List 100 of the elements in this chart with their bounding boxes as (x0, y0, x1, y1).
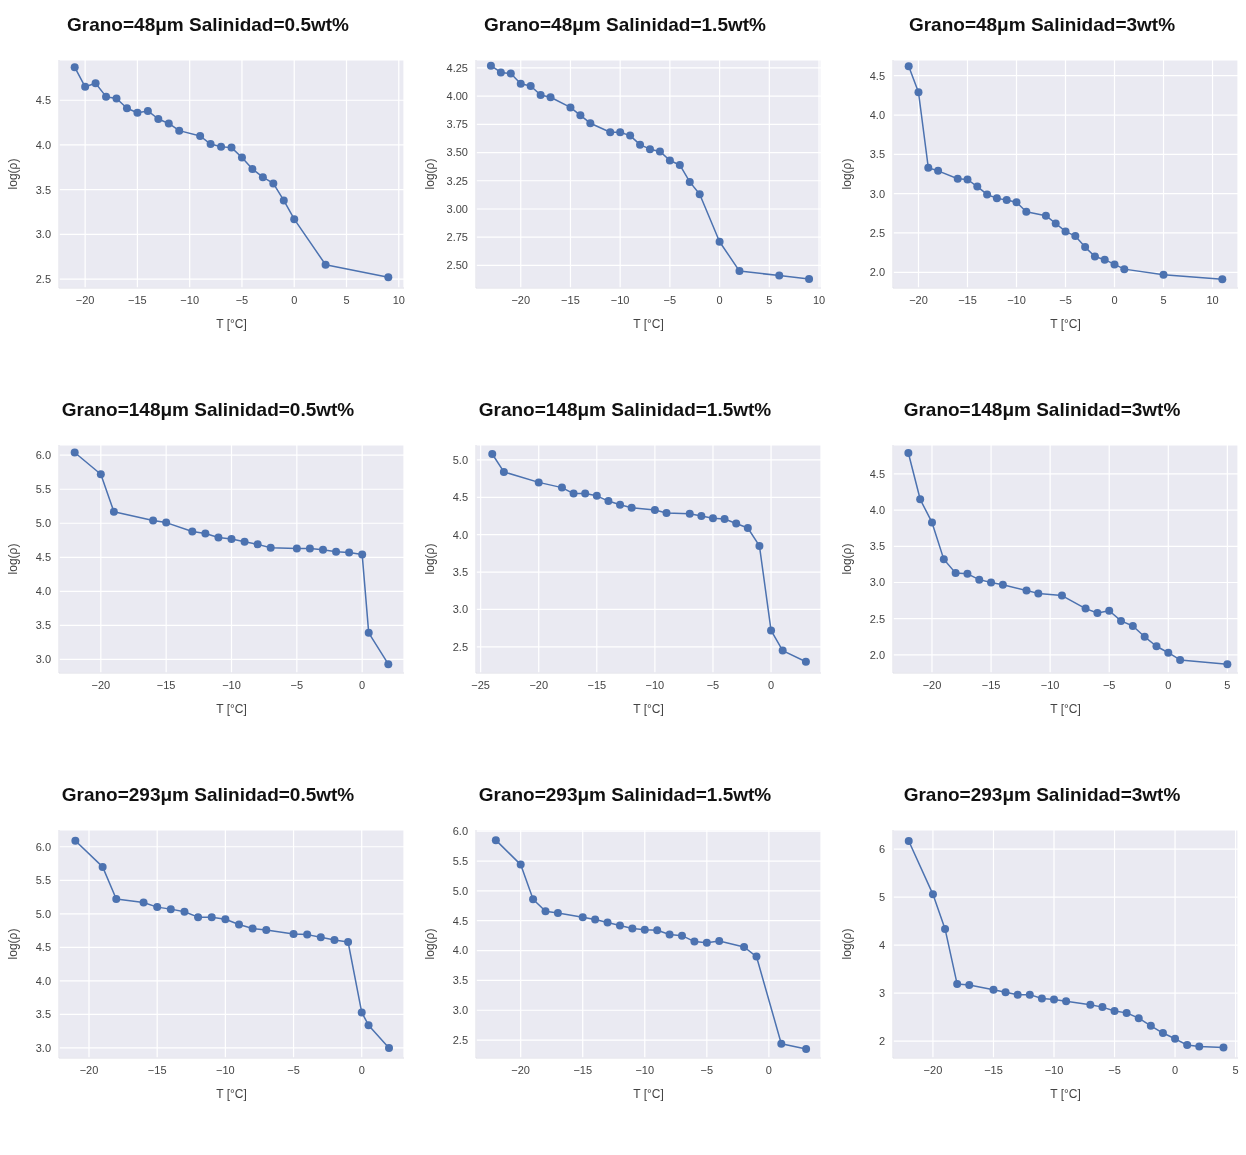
point (1086, 1000, 1095, 1009)
y-tick-label: 3.0 (35, 1041, 51, 1054)
point (526, 81, 535, 90)
point (1050, 995, 1058, 1004)
point (318, 545, 327, 554)
point (963, 569, 972, 578)
x-tick-label: −20 (923, 1063, 943, 1076)
y-tick-label: 3.50 (446, 146, 468, 159)
y-tick-label: 3.0 (452, 1004, 468, 1017)
point (553, 908, 562, 917)
x-axis-title: T [°C] (216, 702, 247, 716)
point (735, 267, 744, 276)
point (1034, 589, 1043, 598)
point (645, 145, 654, 154)
x-tick-label: 0 (291, 293, 298, 306)
point (546, 93, 555, 102)
point (262, 925, 271, 934)
y-tick-label: 4.0 (35, 138, 51, 151)
point (987, 578, 996, 587)
y-axis-title: log(ρ) (423, 928, 438, 960)
x-tick-label: −5 (290, 678, 304, 691)
point (536, 90, 545, 99)
point (1122, 1008, 1131, 1017)
point (604, 497, 613, 506)
y-tick-label: 2.5 (869, 612, 885, 625)
point (914, 88, 923, 97)
point (70, 448, 79, 457)
point (345, 548, 354, 557)
point (685, 177, 694, 186)
y-tick-label: 2.50 (446, 259, 468, 272)
x-tick-label: −10 (1007, 293, 1026, 306)
point (384, 660, 393, 669)
point (983, 190, 992, 199)
point (248, 165, 257, 174)
x-tick-label: −5 (1059, 293, 1072, 306)
point (194, 913, 203, 922)
y-tick-label: 5.0 (452, 884, 468, 897)
x-tick-label: −5 (1102, 678, 1116, 691)
point (743, 523, 752, 532)
x-axis-title: T [°C] (216, 1087, 247, 1101)
point (1013, 990, 1022, 999)
x-tick-label: −15 (561, 293, 580, 306)
y-tick-label: 3.0 (869, 576, 885, 589)
point (998, 580, 1007, 589)
y-tick-label: 4 (878, 939, 885, 952)
point (112, 94, 121, 103)
point (248, 924, 257, 933)
point (289, 929, 298, 938)
point (292, 544, 301, 553)
x-tick-label: −5 (287, 1063, 300, 1076)
x-axis-title: T [°C] (633, 702, 664, 716)
point (541, 907, 550, 916)
y-tick-label: 3 (878, 987, 885, 1000)
point (1128, 621, 1137, 630)
x-tick-label: 0 (1111, 293, 1118, 306)
x-tick-label: 0 (1171, 1063, 1179, 1076)
point (344, 937, 353, 946)
point (1022, 586, 1031, 595)
y-tick-label: 5.5 (35, 483, 51, 496)
point (384, 273, 393, 282)
point (1183, 1041, 1192, 1050)
y-tick-label: 4.5 (452, 491, 468, 504)
point (91, 79, 100, 88)
x-tick-label: 10 (812, 293, 826, 306)
point (221, 915, 230, 924)
point (690, 937, 699, 946)
point (102, 92, 111, 101)
point (626, 131, 635, 140)
y-axis-title: log(ρ) (423, 543, 438, 575)
point (1152, 642, 1161, 651)
chart-title: Grano=293μm Salinidad=0.5wt% (60, 783, 356, 807)
point (1022, 207, 1031, 216)
point (109, 507, 118, 516)
point (1057, 591, 1066, 600)
point (708, 514, 717, 523)
point (557, 483, 566, 492)
y-tick-label: 3.00 (446, 202, 468, 215)
y-tick-label: 4.0 (35, 974, 51, 987)
point (904, 62, 913, 71)
point (1081, 243, 1090, 252)
point (81, 82, 90, 91)
point (112, 895, 121, 904)
point (269, 179, 278, 188)
y-tick-label: 4.0 (35, 585, 51, 598)
x-tick-label: −10 (610, 293, 630, 306)
point (139, 898, 148, 907)
point (1117, 616, 1126, 625)
y-tick-label: 5.0 (35, 517, 51, 530)
point (916, 495, 925, 504)
x-tick-label: −10 (1040, 678, 1060, 691)
x-tick-label: 0 (716, 293, 723, 306)
point (904, 448, 913, 457)
point (953, 174, 962, 183)
point (802, 1045, 811, 1054)
chart-title: Grano=48μm Salinidad=1.5wt% (483, 13, 767, 37)
y-axis-title: log(ρ) (840, 928, 855, 960)
point (516, 79, 525, 88)
point (1146, 1021, 1155, 1030)
point (566, 103, 575, 112)
point (180, 907, 189, 916)
